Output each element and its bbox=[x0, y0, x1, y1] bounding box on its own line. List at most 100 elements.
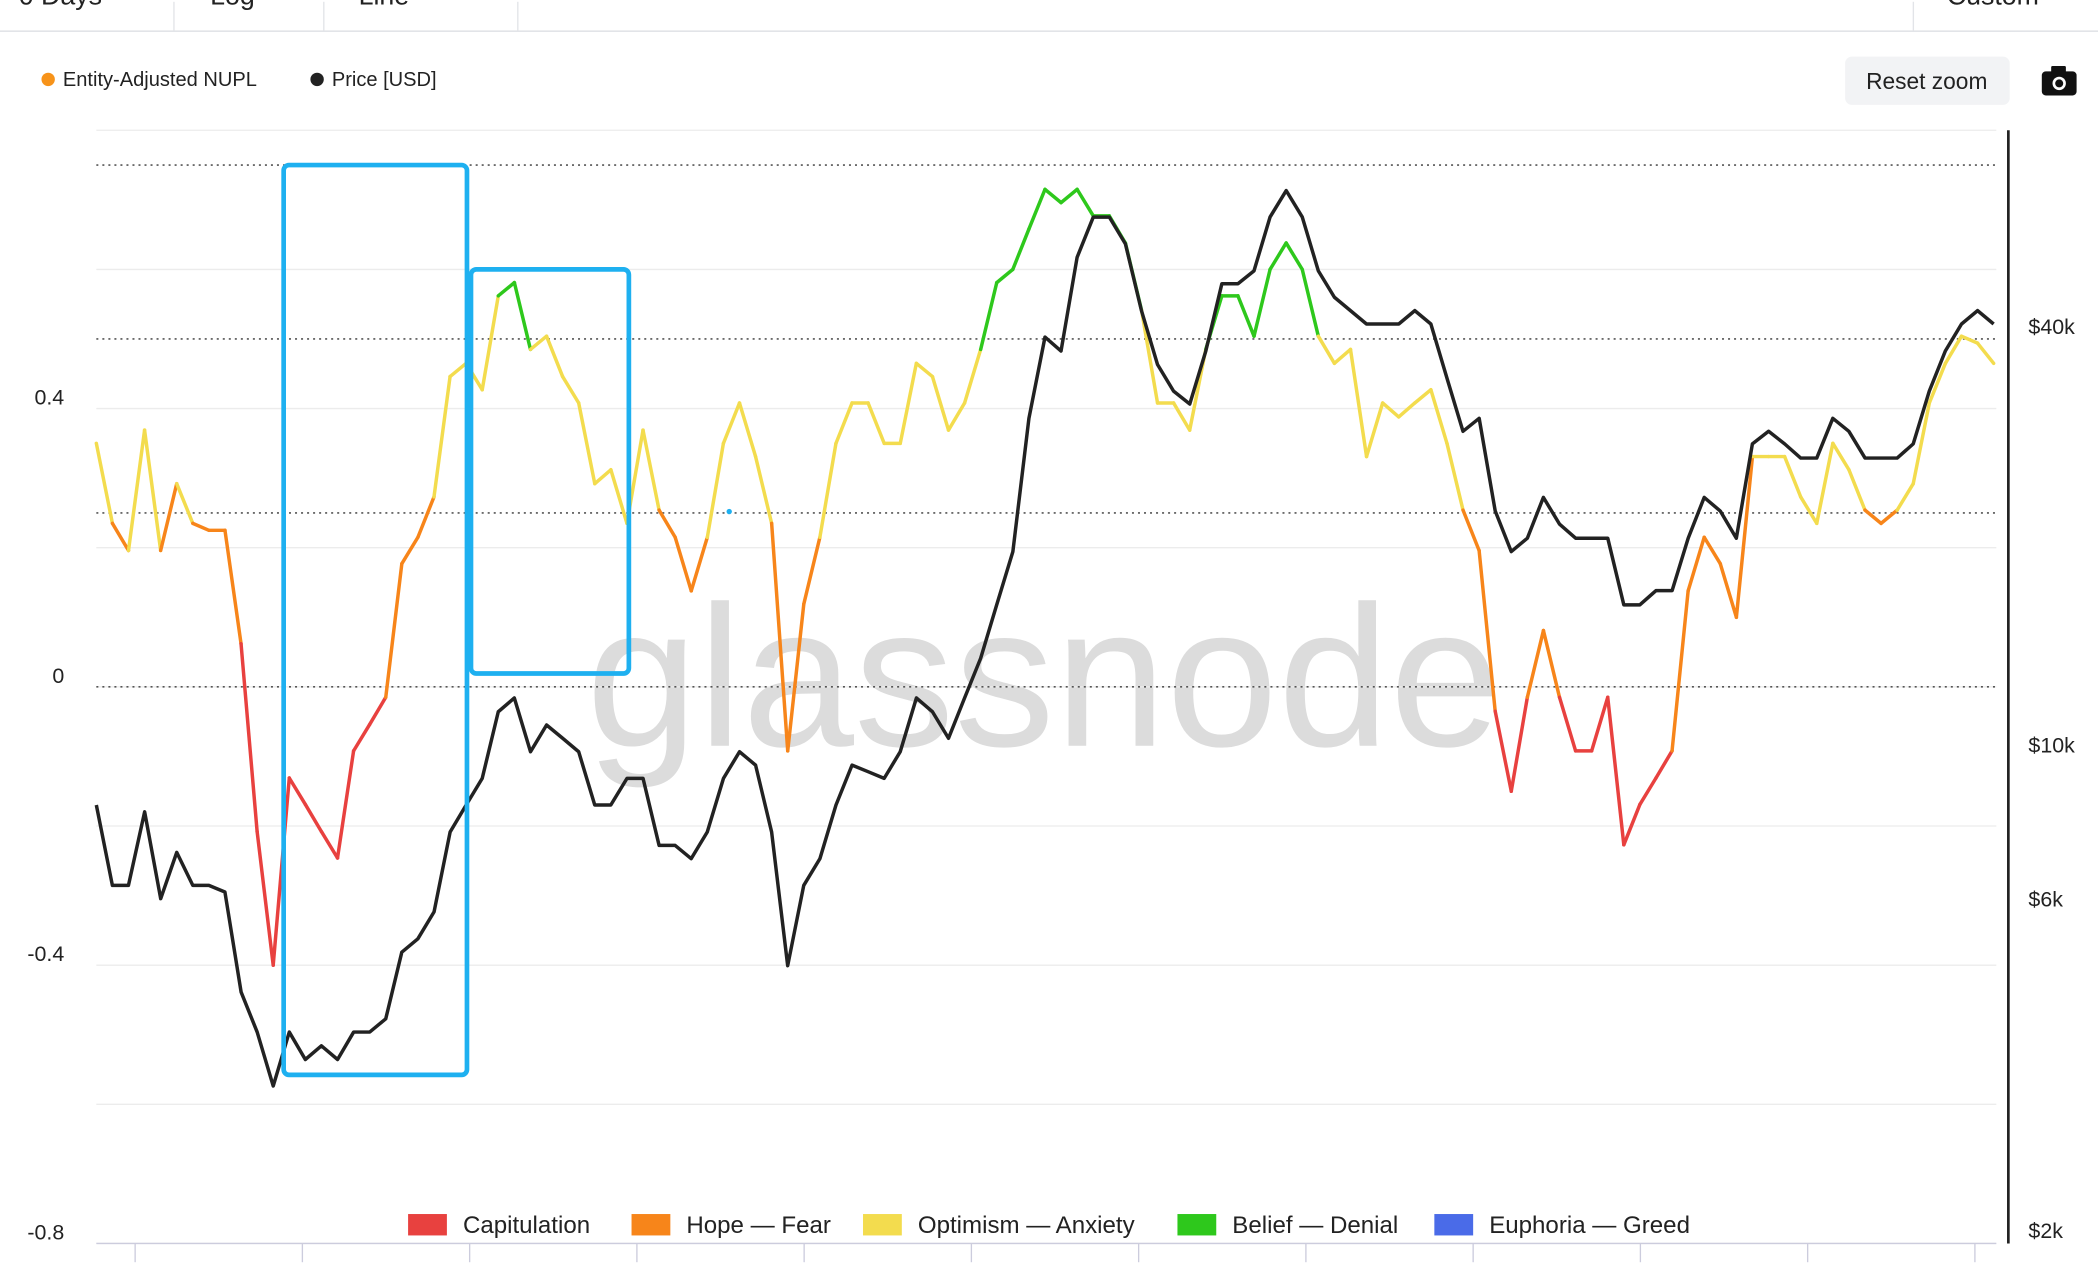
nupl-segment bbox=[1782, 454, 1803, 499]
nupl-segment bbox=[1959, 334, 1980, 345]
nupl-segment bbox=[576, 401, 597, 486]
toolbar-button[interactable]: Line bbox=[359, 0, 410, 10]
nupl-segment bbox=[1606, 695, 1626, 847]
y-tick-label: 0 bbox=[52, 664, 64, 688]
nupl-segment bbox=[1847, 468, 1867, 512]
nupl-segment bbox=[191, 521, 211, 533]
nupl-segment bbox=[1525, 628, 1546, 700]
nupl-segment bbox=[753, 454, 774, 526]
nupl-segment bbox=[1622, 802, 1642, 847]
legend-dot bbox=[41, 72, 55, 87]
nupl-segment bbox=[769, 521, 790, 753]
nupl-segment bbox=[705, 441, 726, 540]
nupl-segment bbox=[978, 280, 999, 352]
nupl-segment bbox=[1429, 388, 1449, 446]
nupl-segment bbox=[1798, 495, 1819, 526]
legend-label: Entity-Adjusted NUPL bbox=[63, 69, 257, 91]
nupl-segment bbox=[544, 334, 565, 379]
nupl-segment bbox=[1332, 347, 1353, 366]
nupl-segment bbox=[432, 374, 452, 499]
nupl-segment bbox=[1927, 361, 1948, 405]
nupl-segment bbox=[223, 528, 243, 646]
nupl-segment bbox=[174, 481, 195, 526]
toolbar-button[interactable]: Log bbox=[210, 0, 255, 10]
nupl-segment bbox=[416, 495, 436, 540]
nupl-segment bbox=[1943, 334, 1964, 366]
zone-label: Euphoria — Greed bbox=[1489, 1212, 1690, 1239]
nupl-segment bbox=[287, 776, 308, 807]
nupl-segment bbox=[1895, 481, 1915, 512]
nupl-segment bbox=[110, 521, 131, 553]
nupl-segment bbox=[1011, 227, 1031, 272]
nupl-segment bbox=[1236, 294, 1256, 338]
nupl-segment bbox=[1268, 241, 1288, 272]
y-tick-label: 0.4 bbox=[34, 386, 64, 410]
zone-swatch bbox=[863, 1214, 902, 1236]
nupl-segment bbox=[1461, 508, 1481, 553]
nupl-segment bbox=[1364, 401, 1385, 459]
nupl-segment bbox=[737, 401, 758, 459]
nupl-segment bbox=[1589, 695, 1610, 753]
nupl-segment bbox=[126, 428, 147, 553]
nupl-segment bbox=[303, 802, 324, 834]
camera-icon[interactable] bbox=[2041, 66, 2077, 96]
nupl-segment bbox=[914, 361, 935, 379]
nupl-segment bbox=[400, 535, 420, 566]
nupl-segment bbox=[1316, 334, 1337, 366]
nupl-segment bbox=[962, 347, 983, 405]
toolbar-button[interactable]: 0 Days bbox=[19, 0, 102, 10]
y2-tick-label: $2k bbox=[2028, 1219, 2063, 1243]
nupl-segment bbox=[930, 374, 951, 432]
price-line bbox=[94, 188, 1995, 1088]
nupl-segment bbox=[721, 401, 742, 446]
nupl-segment bbox=[1702, 535, 1723, 566]
nupl-segment bbox=[1348, 347, 1369, 459]
toolbar-button[interactable]: Custom bbox=[1947, 0, 2039, 10]
zone-label: Optimism — Anxiety bbox=[918, 1212, 1135, 1239]
nupl-segment bbox=[1445, 441, 1465, 512]
nupl-segment bbox=[239, 641, 259, 834]
legend-label: Price [USD] bbox=[332, 69, 437, 91]
nupl-segment bbox=[271, 776, 292, 967]
nupl-segment bbox=[1911, 401, 1932, 486]
nupl-segment bbox=[1863, 508, 1883, 526]
nupl-segment bbox=[384, 561, 404, 700]
y-tick-label: -0.8 bbox=[27, 1220, 64, 1244]
nupl-segment bbox=[689, 535, 710, 593]
nupl-segment bbox=[1879, 508, 1899, 526]
nupl-segment bbox=[1043, 187, 1063, 205]
y-tick-label: -0.4 bbox=[27, 942, 64, 966]
nupl-segment bbox=[1734, 454, 1755, 620]
zone-label: Hope — Fear bbox=[686, 1212, 831, 1239]
nupl-segment bbox=[946, 401, 967, 432]
nupl-segment bbox=[1252, 267, 1272, 338]
nupl-segment bbox=[1541, 628, 1562, 700]
nupl-segment bbox=[351, 722, 372, 753]
nupl-segment bbox=[1027, 187, 1047, 231]
nupl-segment bbox=[1284, 241, 1304, 272]
watermark: glassnode bbox=[586, 564, 1501, 789]
zone-swatch bbox=[1177, 1214, 1217, 1236]
reset-zoom-label[interactable]: Reset zoom bbox=[1866, 68, 1987, 94]
marker-dot bbox=[726, 508, 732, 515]
nupl-segment bbox=[609, 468, 629, 526]
zone-label: Capitulation bbox=[463, 1212, 590, 1239]
nupl-segment bbox=[1413, 388, 1433, 405]
legend-dot bbox=[310, 72, 324, 87]
toolbar: 0 Days Log Line Custom Reset zoom bbox=[0, 0, 2098, 105]
nupl-segment bbox=[335, 749, 356, 860]
y2-tick-label: $10k bbox=[2028, 733, 2075, 757]
nupl-segment bbox=[1380, 401, 1401, 419]
nupl-segment bbox=[480, 294, 501, 392]
nupl-segment bbox=[1075, 187, 1095, 218]
reset-zoom-button[interactable] bbox=[1845, 56, 2010, 105]
nupl-segment bbox=[1300, 267, 1321, 338]
nupl-segment bbox=[673, 535, 693, 593]
nupl-segment bbox=[1686, 535, 1706, 593]
nupl-segment bbox=[142, 428, 163, 553]
zone-swatch bbox=[408, 1214, 447, 1236]
nupl-segment bbox=[1509, 695, 1530, 793]
nupl-segment bbox=[866, 401, 886, 446]
